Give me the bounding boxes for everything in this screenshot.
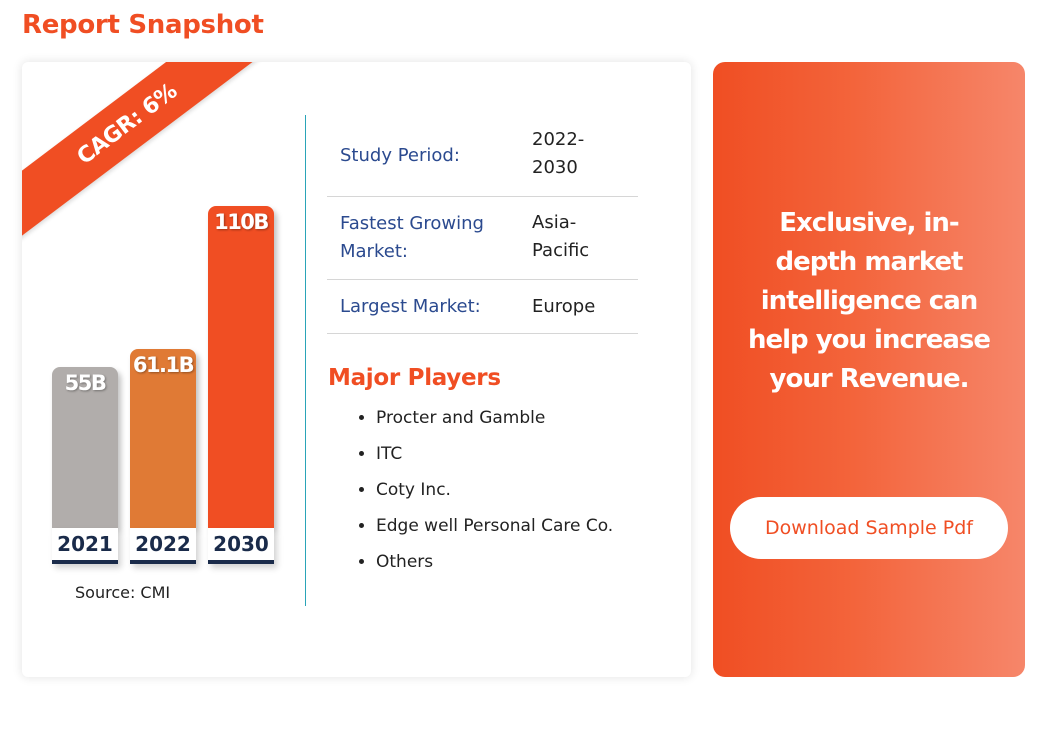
bar-value-label: 61.1B xyxy=(132,353,195,377)
bar-year-label: 2022 xyxy=(130,528,196,564)
major-players-list: Procter and Gamble ITC Coty Inc. Edge we… xyxy=(358,400,613,580)
info-row-study-period: Study Period: 2022-2030 xyxy=(327,116,638,197)
bar-value-label: 110B xyxy=(214,210,269,234)
info-row-largest-market: Largest Market: Europe xyxy=(327,280,638,334)
info-label: Fastest Growing Market: xyxy=(340,213,484,262)
bar-2022 xyxy=(130,349,196,528)
bar-2030 xyxy=(208,206,274,528)
list-item: Edge well Personal Care Co. xyxy=(376,508,613,544)
info-row-fastest-growing: Fastest Growing Market: Asia-Pacific xyxy=(327,197,638,280)
info-table: Study Period: 2022-2030 Fastest Growing … xyxy=(327,116,638,334)
major-players-title: Major Players xyxy=(328,365,501,391)
list-item: ITC xyxy=(376,436,613,472)
info-value: 2022-2030 xyxy=(532,129,585,178)
info-value: Europe xyxy=(532,295,596,317)
bar-2021 xyxy=(52,367,118,528)
bar-value-label: 55B xyxy=(64,371,107,395)
page-title: Report Snapshot xyxy=(22,10,264,40)
vertical-divider xyxy=(305,115,306,606)
info-label: Study Period: xyxy=(340,145,460,166)
info-label: Largest Market: xyxy=(340,295,481,317)
bar-year-label: 2021 xyxy=(52,528,118,564)
info-value: Asia-Pacific xyxy=(532,212,590,261)
promo-text: Exclusive, in-depth market intelligence … xyxy=(747,208,991,394)
snapshot-card: CAGR: 6% 55B 2021 61.1B 2022 110B 2030 Source… xyxy=(22,62,691,677)
promo-panel: Exclusive, in-depth market intelligence … xyxy=(713,62,1025,677)
chart-source: Source: CMI xyxy=(75,583,171,602)
list-item: Others xyxy=(376,544,613,580)
bar-year-label: 2030 xyxy=(208,528,274,564)
list-item: Procter and Gamble xyxy=(376,400,613,436)
list-item: Coty Inc. xyxy=(376,472,613,508)
download-sample-pdf-button[interactable]: Download Sample Pdf xyxy=(730,497,1008,559)
